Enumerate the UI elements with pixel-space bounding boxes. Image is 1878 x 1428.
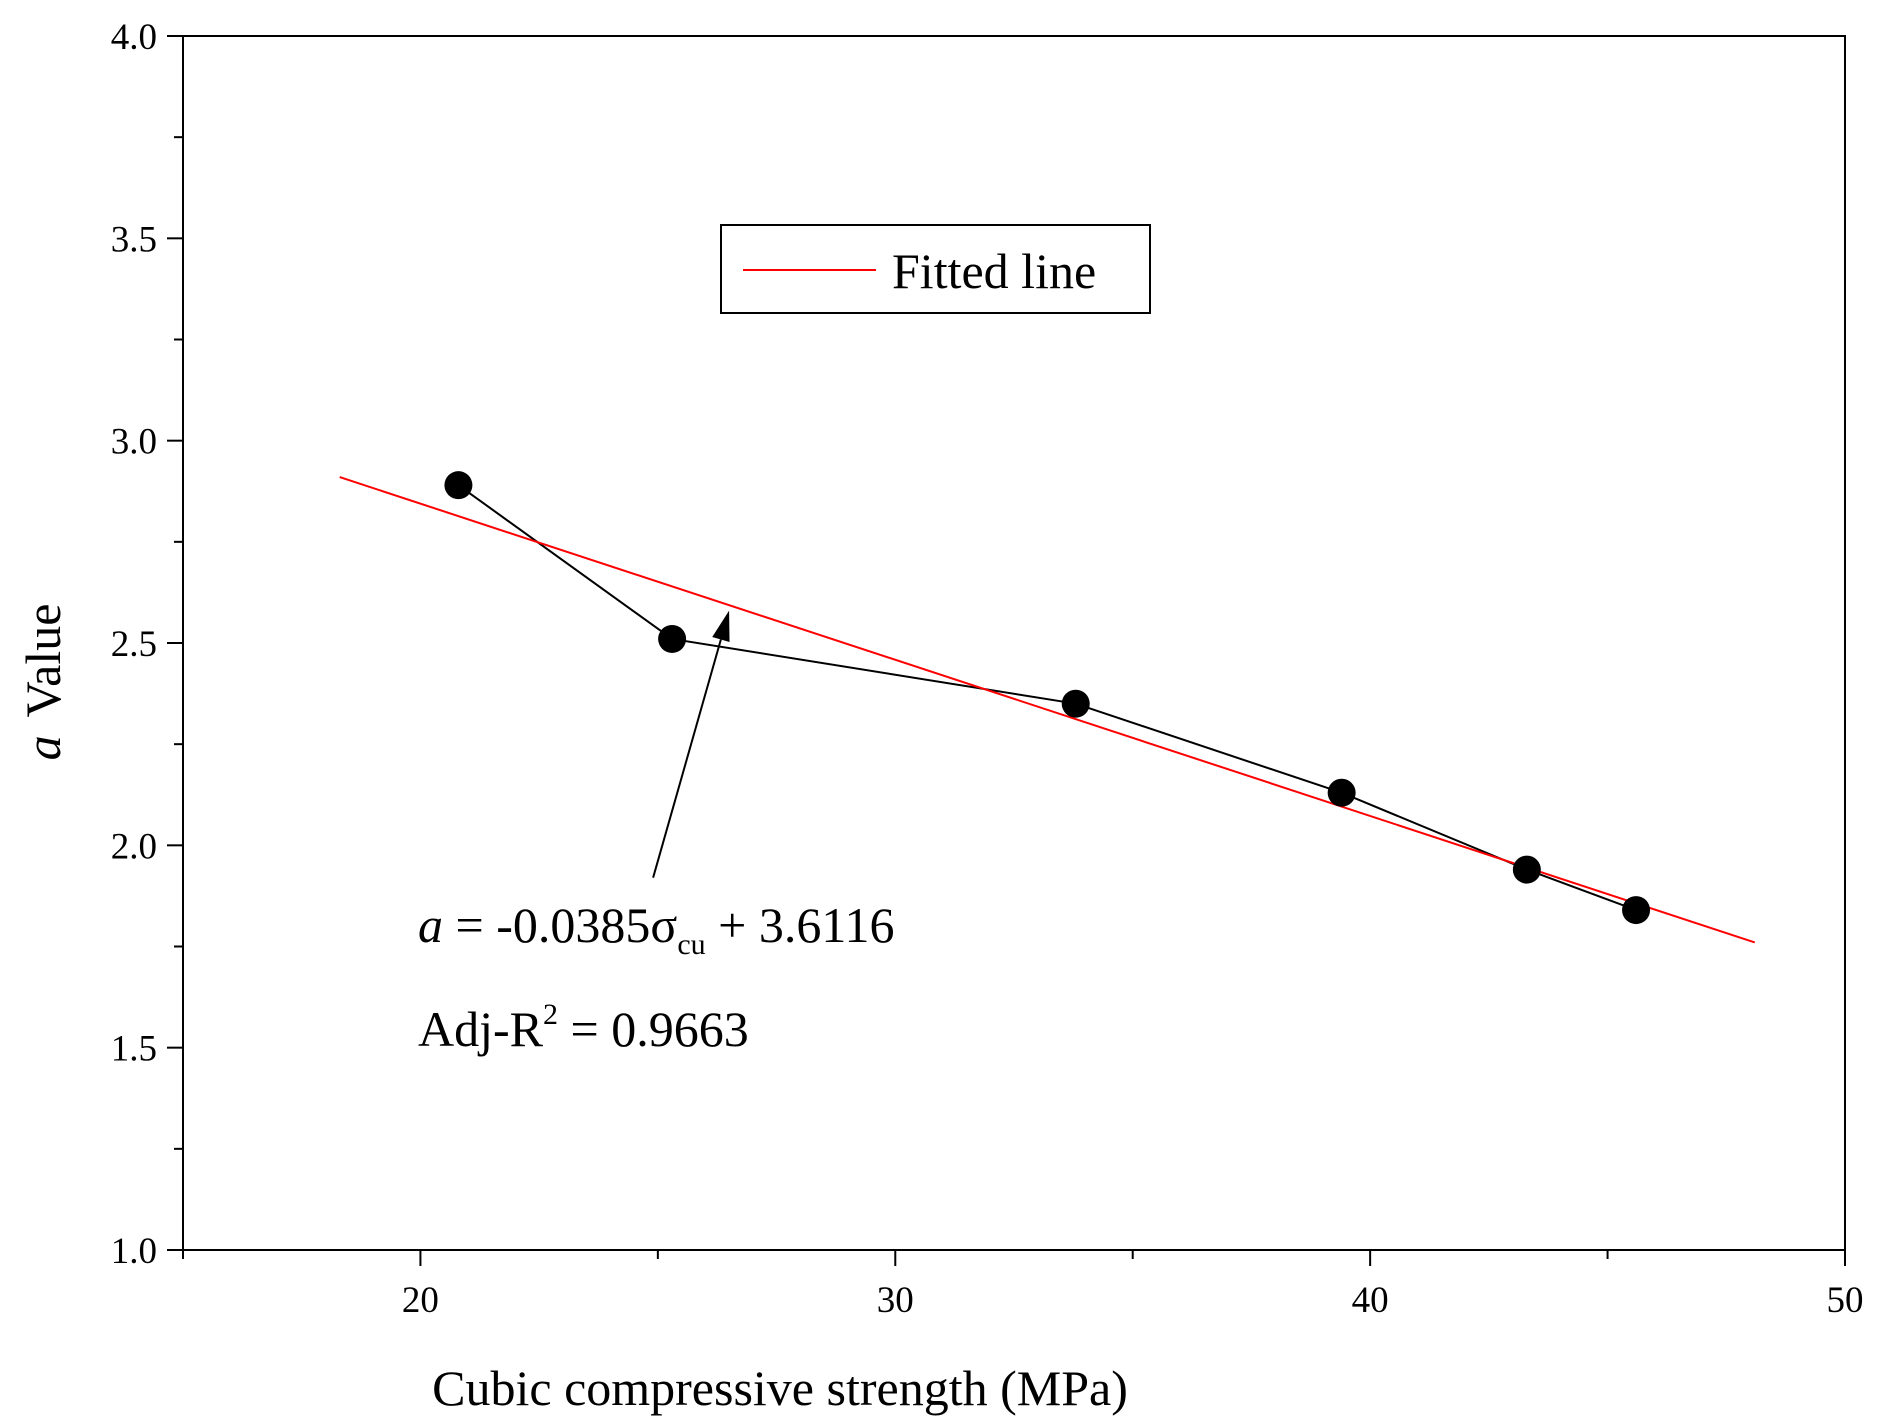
data-point <box>1622 896 1651 925</box>
data-point <box>444 471 473 500</box>
y-axis-title: a Value <box>15 604 71 761</box>
y-tick-label: 3.5 <box>111 219 157 260</box>
data-point <box>1061 689 1090 718</box>
y-axis-title-italic: a <box>15 735 71 760</box>
annotation-arrow-shaft <box>652 639 722 878</box>
data-series-line <box>457 484 1637 912</box>
equation-variable: a <box>418 897 443 953</box>
annotation-arrow <box>652 610 730 878</box>
equation-tail: + 3.6116 <box>706 897 895 953</box>
y-axis-ticks: 1.0 1.5 2.0 2.5 3.0 3.5 4.0 <box>111 17 183 1272</box>
legend: Fitted line <box>720 224 1151 314</box>
series-layer <box>339 471 1756 944</box>
y-axis-title-rest: Value <box>15 604 71 718</box>
x-tick-label: 30 <box>877 1280 914 1321</box>
y-tick-label: 4.0 <box>111 17 157 58</box>
equation-body: = -0.0385σ <box>443 897 677 953</box>
data-point <box>1327 778 1356 807</box>
y-tick-label: 2.0 <box>111 826 157 867</box>
x-tick-label: 20 <box>402 1280 439 1321</box>
y-tick-label: 3.0 <box>111 422 157 463</box>
y-tick-label: 2.5 <box>111 624 157 665</box>
x-axis-title: Cubic compressive strength (MPa) <box>432 1360 1128 1416</box>
data-point <box>1512 855 1541 884</box>
equation-annotation: a = -0.0385σcu + 3.6116 <box>418 897 894 961</box>
r2-superscript: 2 <box>543 998 558 1031</box>
r2-annotation: Adj-R2 = 0.9663 <box>418 998 749 1057</box>
x-tick-label: 50 <box>1827 1280 1864 1321</box>
annotation-arrow-head <box>712 610 730 642</box>
y-tick-label: 1.0 <box>111 1231 157 1272</box>
x-tick-label: 40 <box>1352 1280 1389 1321</box>
x-axis-ticks: 20 30 40 50 <box>182 1250 1864 1321</box>
legend-label-fitted-line: Fitted line <box>892 243 1096 299</box>
y-tick-label: 1.5 <box>111 1029 157 1070</box>
r2-prefix: Adj-R <box>418 1001 544 1057</box>
data-point <box>658 624 687 653</box>
r2-value: = 0.9663 <box>558 1001 749 1057</box>
equation-subscript: cu <box>677 928 705 961</box>
